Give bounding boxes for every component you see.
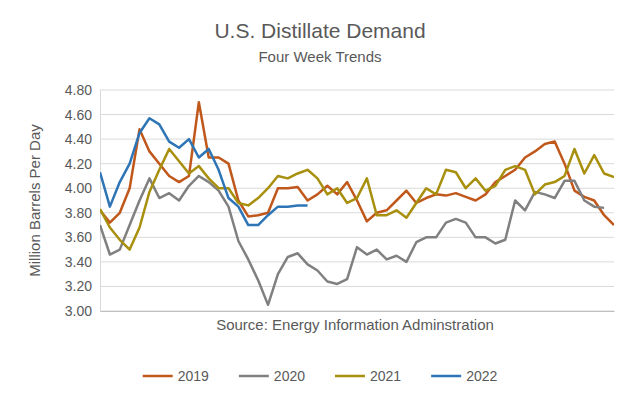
chart: U.S. Distillate Demand Four Week Trends 3.… [0, 0, 640, 401]
legend-label: 2022 [466, 368, 497, 384]
y-tick: 4.60 [65, 107, 100, 123]
series-line [100, 176, 604, 305]
legend-label: 2019 [178, 368, 209, 384]
y-tick-label: 4.20 [65, 156, 92, 172]
x-axis-line [101, 311, 615, 312]
legend-swatch [143, 375, 173, 378]
y-tick: 4.00 [65, 180, 100, 196]
grid-line [100, 163, 614, 164]
grid-line [100, 261, 614, 262]
y-tick-label: 3.80 [65, 205, 92, 221]
legend-swatch [431, 375, 461, 378]
legend-label: 2020 [274, 368, 305, 384]
grid-line [100, 90, 614, 91]
subtitle: Four Week Trends [258, 48, 381, 65]
series-line [100, 118, 308, 225]
y-tick-label: 4.80 [65, 82, 92, 98]
y-tick-label: 3.00 [65, 303, 92, 319]
legend-item: 2022 [431, 368, 497, 384]
y-tick: 4.40 [65, 131, 100, 147]
title: U.S. Distillate Demand [214, 19, 425, 42]
y-tick: 4.80 [65, 82, 100, 98]
x-axis [101, 311, 615, 312]
y-tick-label: 4.60 [65, 107, 92, 123]
annotation: Source: Energy Information Adminstration [216, 316, 494, 333]
legend-item: 2021 [335, 368, 401, 384]
y-tick-label: 3.40 [65, 254, 92, 270]
legend-label: 2021 [370, 368, 401, 384]
legend-swatch [239, 375, 269, 378]
legend-item: 2019 [143, 368, 209, 384]
y-axis: 3.00 3.20 3.40 3.60 3.80 4.00 4.20 4.40 4.60 4.80 [65, 82, 101, 319]
grid-line [100, 212, 614, 213]
y-tick: 4.20 [65, 156, 100, 172]
y-tick: 3.60 [65, 229, 100, 245]
grid [100, 90, 614, 311]
grid-line [100, 237, 614, 238]
y-tick-label: 3.60 [65, 229, 92, 245]
y-tick-label: 4.40 [65, 131, 92, 147]
grid-line [100, 114, 614, 115]
y-tick-label: 4.00 [65, 180, 92, 196]
y-axis-line [100, 91, 101, 312]
grid-line [100, 286, 614, 287]
y-axis-title: Million Barrels Per Day [26, 124, 43, 277]
legend-swatch [335, 375, 365, 378]
y-tick-label: 3.20 [65, 278, 92, 294]
grid-line [100, 311, 614, 312]
y-tick: 3.20 [65, 278, 100, 294]
y-tick: 3.00 [65, 303, 100, 319]
legend-item: 2020 [239, 368, 305, 384]
grid-line [100, 139, 614, 140]
plot-area [100, 102, 614, 305]
grid-line [100, 188, 614, 189]
y-tick: 3.40 [65, 254, 100, 270]
y-tick: 3.80 [65, 205, 100, 221]
series-line [100, 149, 614, 250]
legend: 2019 2020 2021 2022 [143, 368, 498, 384]
series-line [100, 102, 614, 225]
